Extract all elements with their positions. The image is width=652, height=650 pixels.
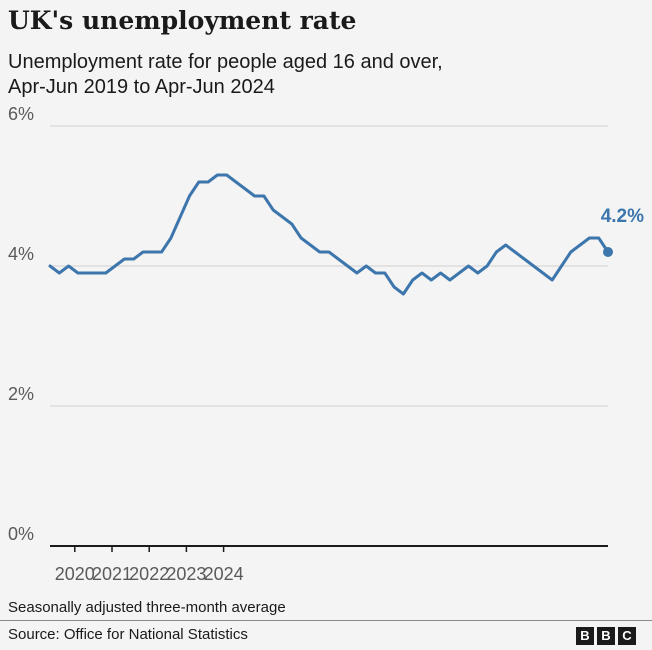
latest-value-label: 4.2% (601, 206, 644, 227)
x-tick-label: 2023 (166, 564, 206, 584)
x-tick-label: 2024 (204, 564, 244, 584)
bbc-logo-letter: B (597, 627, 615, 645)
latest-point (603, 247, 613, 257)
bbc-logo-letter: C (618, 627, 636, 645)
subtitle-line-2: Apr-Jun 2019 to Apr-Jun 2024 (8, 76, 275, 98)
x-tick-label: 2021 (92, 564, 132, 584)
gridlines (50, 125, 608, 407)
series-layer: 4.2% (48, 173, 644, 296)
y-tick-label: 6% (8, 104, 34, 124)
x-tick-label: 2020 (55, 564, 95, 584)
subtitle-line-1: Unemployment rate for people aged 16 and… (8, 51, 443, 73)
unemployment-rate-line (48, 173, 610, 296)
footer-divider (0, 620, 652, 621)
bbc-logo-letter: B (576, 627, 594, 645)
bbc-logo: B B C (576, 627, 636, 645)
chart-title: UK's unemployment rate (8, 6, 357, 35)
chart-subtitle: Unemployment rate for people aged 16 and… (8, 50, 628, 100)
y-tick-labels: 0% 2% 4% 6% (8, 104, 34, 544)
source-credit: Source: Office for National Statistics (8, 626, 248, 643)
y-tick-label: 0% (8, 524, 34, 544)
footnote: Seasonally adjusted three-month average (8, 599, 286, 616)
y-tick-label: 2% (8, 384, 34, 404)
x-tick-label: 2022 (129, 564, 169, 584)
y-tick-label: 4% (8, 244, 34, 264)
